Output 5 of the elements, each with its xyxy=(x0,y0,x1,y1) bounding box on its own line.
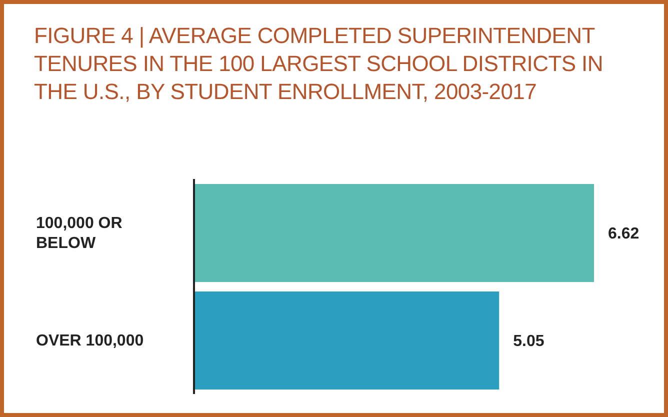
data-label: 6.62 xyxy=(608,226,640,243)
chart-title: FIGURE 4 | AVERAGE COMPLETED SUPERINTENDENT TENURES IN THE 100 LARGEST SCHOOL DISTRICTS IN THE U.S., BY STUDENT ENROLLMENT, 2003-2017 xyxy=(34,22,604,106)
y-tick-label: 100,000 OR BELOW xyxy=(36,214,123,252)
data-label: 5.05 xyxy=(513,333,544,350)
y-tick-label: OVER 100,000 xyxy=(36,332,144,349)
